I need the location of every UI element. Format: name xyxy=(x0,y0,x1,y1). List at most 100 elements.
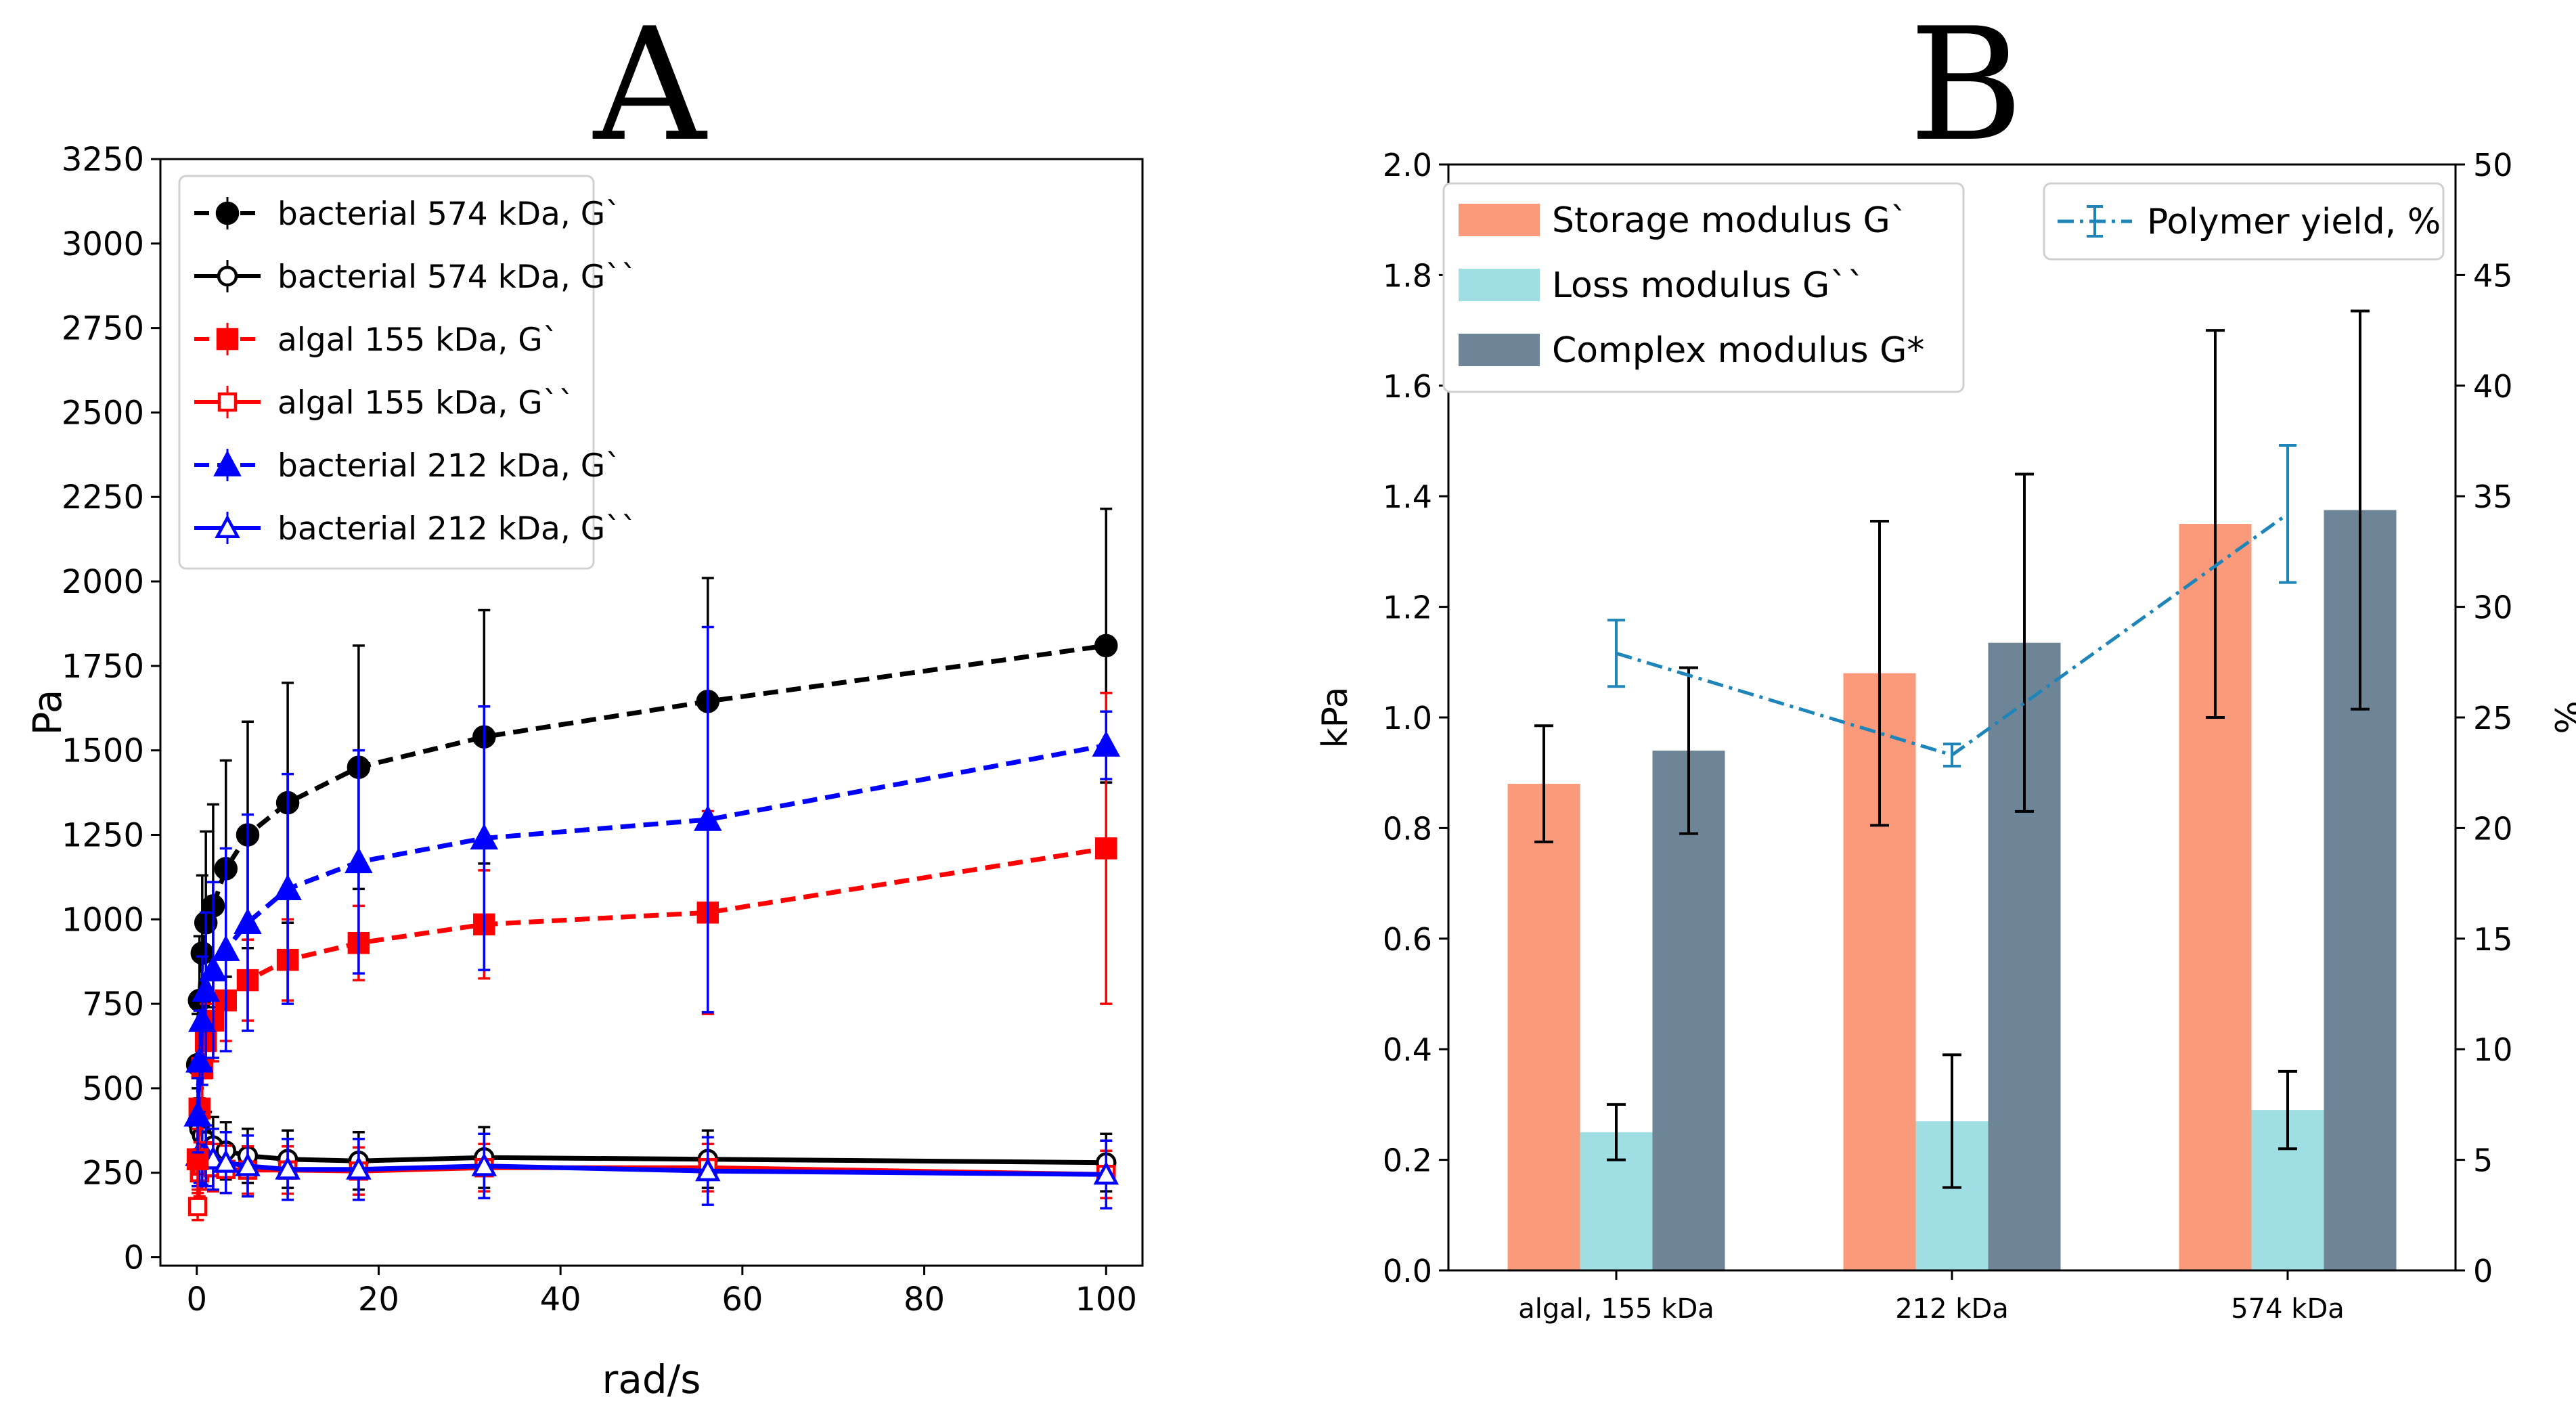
legend-label-a: bacterial 212 kDa, G`` xyxy=(277,510,637,548)
y2-tick-label-b: 25 xyxy=(2473,700,2513,736)
legend-item-b: Complex modulus G* xyxy=(1459,330,1924,371)
data-point-a xyxy=(217,265,238,287)
chart-b: 0.0 0.2 0.4 0.6 0.8 1.0 1.2 1.4 1.6 1.8 2.0 0 5 10 15 2… xyxy=(1315,147,2576,1325)
y-tick-label-a: 3000 xyxy=(62,225,144,263)
x-tick-label-b: algal, 155 kDa xyxy=(1518,1293,1714,1325)
x-tick-label-b: 212 kDa xyxy=(1895,1293,2009,1325)
y2-tick-label-b: 35 xyxy=(2473,479,2513,515)
data-point-a xyxy=(213,450,242,476)
legend-item-a: bacterial 212 kDa, G`` xyxy=(194,510,637,548)
y2-tick-label-b: 50 xyxy=(2473,147,2513,183)
legend2-b: Polymer yield, % xyxy=(2043,182,2445,261)
data-point-a xyxy=(275,1155,301,1180)
legend-item-b: Storage modulus G` xyxy=(1459,200,1908,241)
y-tick-label-a: 2000 xyxy=(62,563,144,601)
data-point-a xyxy=(215,514,240,538)
y-tick-label-b: 0.8 xyxy=(1383,810,1432,847)
data-point-a xyxy=(213,1149,239,1173)
y2-tick-label-b: 45 xyxy=(2473,257,2513,294)
x-tick-label-a: 40 xyxy=(540,1281,581,1318)
y-tick-label-a: 2250 xyxy=(62,479,144,516)
y2-tick-label-b: 15 xyxy=(2473,921,2513,958)
x-tick-label-a: 20 xyxy=(358,1281,399,1318)
data-point-a xyxy=(183,1101,212,1127)
y-tick-label-a: 1250 xyxy=(62,816,144,854)
y-tick-label-b: 0.6 xyxy=(1383,921,1432,958)
y-tick-label-b: 2.0 xyxy=(1383,147,1432,183)
y-tick-label-b: 0.0 xyxy=(1383,1253,1432,1289)
y-tick-label-a: 1500 xyxy=(62,732,144,770)
legend-item-a: bacterial 574 kDa, G`` xyxy=(194,259,637,296)
y-tick-label-b: 1.0 xyxy=(1383,700,1432,736)
legend-swatch-b xyxy=(1459,334,1540,366)
panel-b-letter: B xyxy=(1909,0,2023,176)
y-tick-label-b: 0.2 xyxy=(1383,1142,1432,1179)
data-point-a xyxy=(1092,730,1121,757)
y2-axis-label-b: % xyxy=(2546,701,2576,734)
data-point-a xyxy=(217,392,238,412)
series-a-4 xyxy=(183,625,1121,1154)
y2-tick-label-b: 5 xyxy=(2473,1142,2493,1179)
data-point-a xyxy=(187,1197,208,1216)
y-axis-label-b: kPa xyxy=(1315,687,1356,749)
data-point-a xyxy=(1093,1161,1119,1185)
y-tick-label-b: 1.2 xyxy=(1383,590,1432,626)
legend-label-a: algal 155 kDa, G` xyxy=(277,321,558,359)
panel-a-letter: A xyxy=(592,0,708,176)
legend-label-a: bacterial 212 kDa, G` xyxy=(277,447,621,485)
legend-box-b xyxy=(1442,182,1965,393)
data-point-a xyxy=(234,908,262,934)
y2-tick-label-b: 0 xyxy=(2473,1253,2493,1289)
data-point-a xyxy=(188,1006,217,1032)
chart-a: 0250500750100012501500175020002250250027… xyxy=(24,141,1144,1402)
legend-label-b: Complex modulus G* xyxy=(1552,330,1924,371)
y-tick-label-a: 1750 xyxy=(62,648,144,686)
data-point-a xyxy=(215,201,240,225)
legend-label-b: Storage modulus G` xyxy=(1552,200,1908,241)
legend-item-a: algal 155 kDa, G` xyxy=(194,321,558,359)
legend-swatch-b xyxy=(1459,269,1540,301)
x-tick-label-b: 574 kDa xyxy=(2231,1293,2345,1325)
legend2-label-b: Polymer yield, % xyxy=(2147,202,2441,242)
y2-tick-label-b: 10 xyxy=(2473,1031,2513,1068)
data-point-a xyxy=(1094,634,1118,658)
series-line-a xyxy=(195,742,1107,1115)
legend2-box-b xyxy=(2043,182,2445,261)
data-point-a xyxy=(695,1157,721,1182)
legend-item-a: algal 155 kDa, G`` xyxy=(194,384,575,422)
x-tick-label-a: 60 xyxy=(721,1281,763,1318)
data-point-a xyxy=(471,1152,497,1176)
legend-label-a: bacterial 574 kDa, G`` xyxy=(277,259,637,296)
x-axis-label-a: rad/s xyxy=(602,1356,701,1402)
y-tick-label-b: 1.4 xyxy=(1383,479,1432,515)
legend-swatch-b xyxy=(1459,204,1540,236)
data-point-a xyxy=(185,1046,214,1073)
data-point-a xyxy=(273,874,302,901)
legend-label-a: algal 155 kDa, G`` xyxy=(277,384,575,422)
data-point-a xyxy=(235,1152,261,1176)
data-point-a xyxy=(192,975,220,1002)
data-point-a xyxy=(211,935,240,961)
y2-tick-label-b: 20 xyxy=(2473,810,2513,847)
plot-frame-b xyxy=(1447,163,2457,1272)
legend-b: Storage modulus G` Loss modulus G`` Comple… xyxy=(1442,182,1965,393)
y-tick-label-a: 250 xyxy=(82,1155,144,1193)
data-point-a xyxy=(1095,837,1117,860)
legend-item-a: bacterial 574 kDa, G` xyxy=(194,196,621,233)
data-point-a xyxy=(345,847,373,874)
x-tick-label-a: 100 xyxy=(1075,1281,1137,1318)
y-tick-label-b: 1.6 xyxy=(1383,368,1432,405)
x-tick-label-a: 0 xyxy=(186,1281,207,1318)
y-tick-label-a: 1000 xyxy=(62,901,144,939)
plot-frame-a xyxy=(159,158,1144,1267)
y-tick-label-a: 3250 xyxy=(62,141,144,179)
data-point-a xyxy=(470,823,499,850)
y-tick-label-a: 750 xyxy=(82,985,144,1023)
legend-item-a: bacterial 212 kDa, G` xyxy=(194,447,621,485)
y2-tick-label-b: 30 xyxy=(2473,590,2513,626)
legend-box-a xyxy=(178,175,595,570)
data-point-a xyxy=(199,955,227,981)
y-axis-label-a: Pa xyxy=(24,690,70,736)
